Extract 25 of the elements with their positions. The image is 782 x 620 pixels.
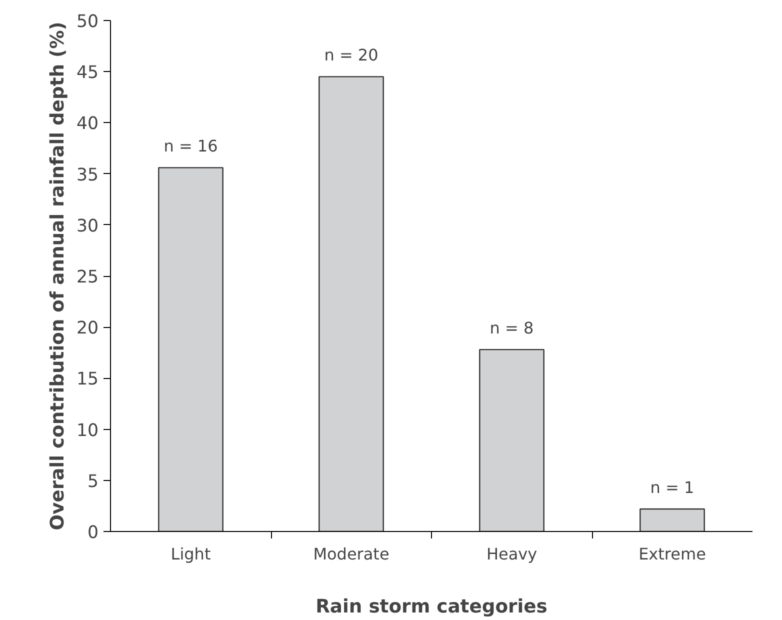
y-tick-label: 10 bbox=[76, 420, 99, 441]
x-tick-label: Moderate bbox=[313, 544, 390, 564]
annotation: n = 8 bbox=[490, 318, 534, 338]
y-tick-label: 20 bbox=[76, 318, 99, 339]
annotation: n = 1 bbox=[650, 478, 694, 498]
y-axis-title: Overall contribution of annual rainfall depth (%) bbox=[47, 22, 68, 530]
y-tick-label: 15 bbox=[76, 370, 99, 390]
bar bbox=[318, 76, 384, 532]
x-axis-title: Rain storm categories bbox=[316, 596, 548, 618]
y-tick-label: 35 bbox=[76, 165, 99, 186]
x-tick-label: Extreme bbox=[638, 544, 706, 564]
y-tick-label: 30 bbox=[76, 216, 99, 236]
x-tick-label: Heavy bbox=[486, 544, 538, 564]
y-tick-label: 50 bbox=[76, 12, 99, 32]
bar bbox=[479, 348, 544, 532]
annotation: n = 16 bbox=[164, 136, 218, 156]
bar bbox=[640, 508, 705, 532]
y-tick-label: 0 bbox=[87, 523, 99, 543]
bar bbox=[158, 167, 224, 532]
y-tick-label: 5 bbox=[87, 472, 99, 492]
y-tick-label: 25 bbox=[76, 268, 99, 288]
x-tick-label: Light bbox=[170, 544, 211, 564]
annotation: n = 20 bbox=[324, 46, 378, 65]
y-tick-label: 45 bbox=[76, 63, 99, 84]
y-tick-label: 40 bbox=[76, 114, 99, 134]
